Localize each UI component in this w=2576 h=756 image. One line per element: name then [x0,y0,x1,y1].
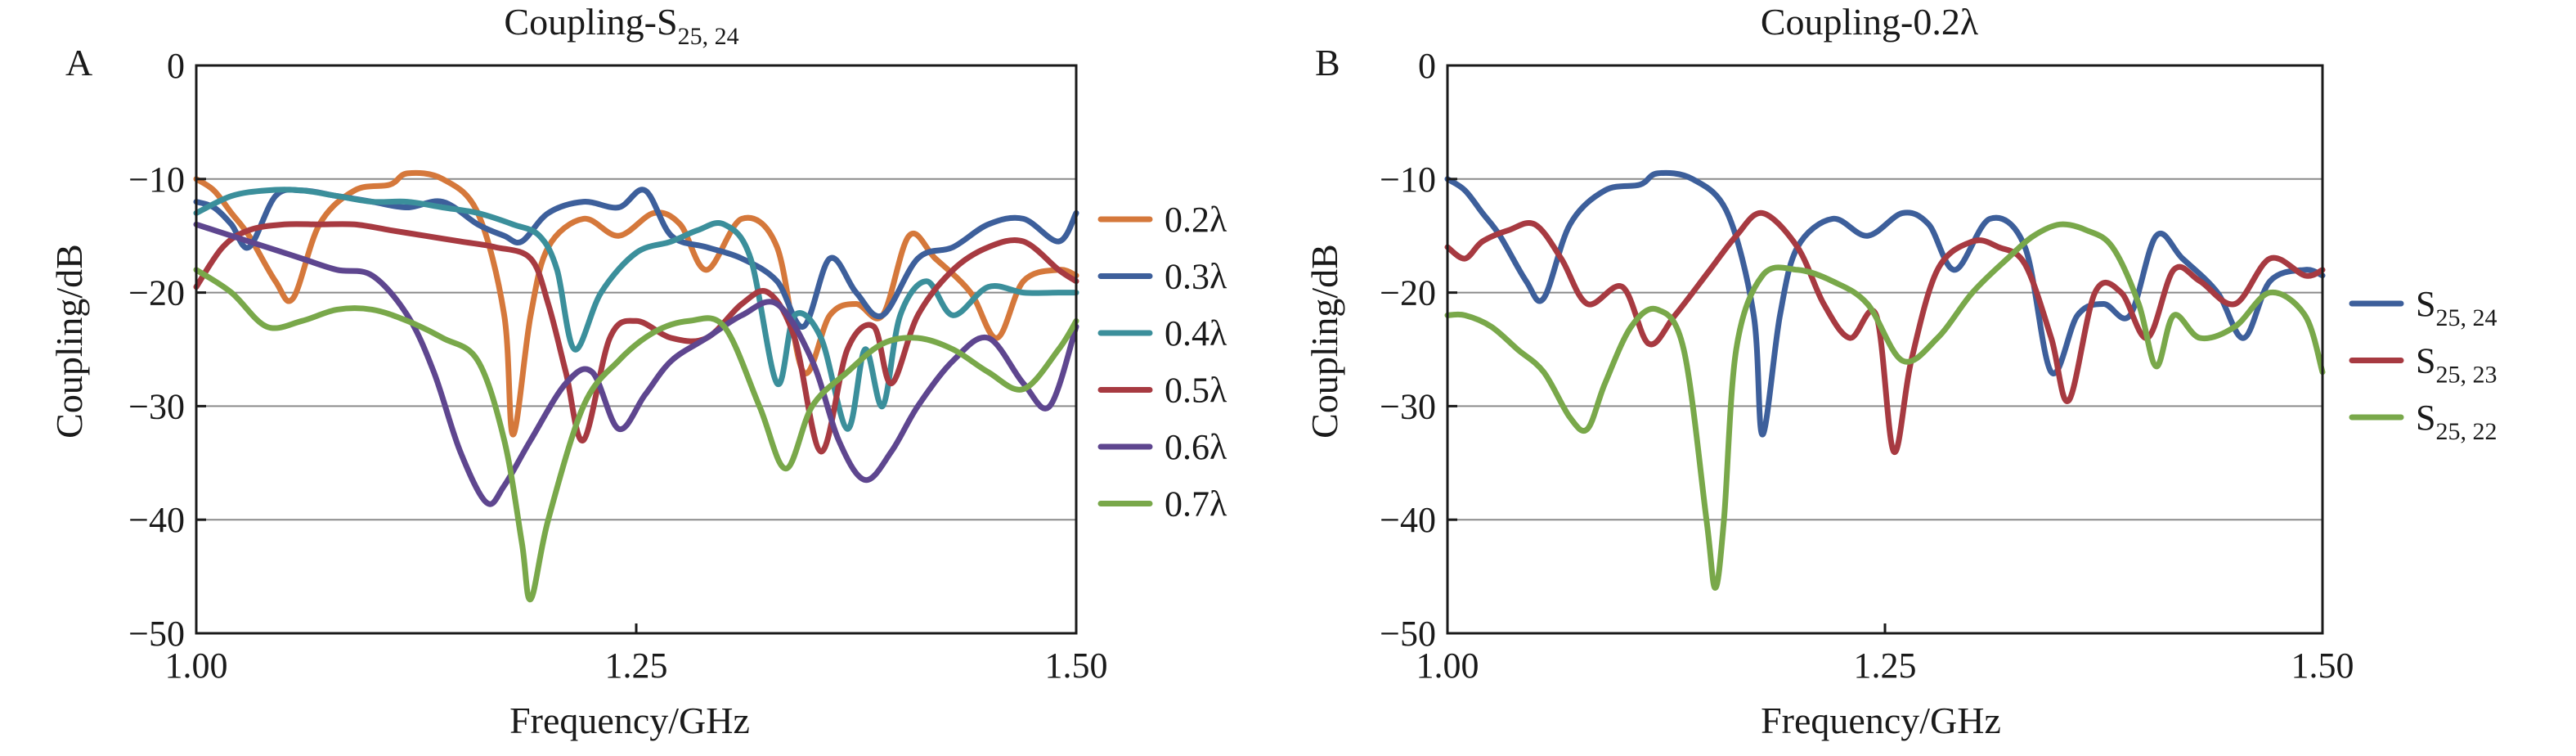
y-tick-label: −10 [1380,160,1436,200]
series-line-1 [193,169,1079,438]
chart-title: Coupling-0.2λ [1761,1,1979,43]
legend-label: 0.2λ [1165,200,1227,240]
x-axis-label: Frequency/GHz [509,700,750,741]
y-tick-label: −30 [1380,386,1436,426]
y-tick-label: −50 [128,614,185,654]
legend: S25, 24 S25, 23 S25, 22 [2349,284,2497,445]
panel-b: B Coupling-0.2λ Frequency/GHz Coupling/d… [1304,1,2497,741]
y-axis-label: Coupling/dB [48,244,90,439]
series-line-5 [193,221,1079,507]
y-tick-label: −40 [128,500,185,540]
panel-label: A [65,42,92,83]
series-line-1 [1444,169,2326,438]
legend-label: 0.3λ [1165,257,1227,297]
x-tick-label: 1.00 [1416,646,1479,686]
y-tick-label: −10 [128,160,185,200]
x-tick-label: 1.00 [165,646,228,686]
series-line-3 [1444,221,2326,591]
x-tick-label: 1.25 [1854,646,1917,686]
plot-frame [1446,64,2324,635]
legend-label: S25, 22 [2416,398,2497,445]
x-tick-label: 1.50 [1045,646,1108,686]
series-line-3 [193,187,1079,432]
x-tick-label: 1.25 [605,646,668,686]
panel-label: B [1315,42,1340,83]
y-tick-label: 0 [167,46,185,86]
series-line-2 [1444,209,2326,455]
legend-label: S25, 23 [2416,341,2497,389]
chart-title: Coupling-S25, 24 [504,1,738,50]
y-axis-label: Coupling/dB [1304,244,1345,439]
series-line-4 [193,221,1079,455]
legend-label: 0.7λ [1165,484,1227,524]
x-axis-label: Frequency/GHz [1761,700,2001,741]
y-tick-label: −20 [1380,273,1436,313]
y-tick-label: −40 [1380,500,1436,540]
series-line-6 [193,267,1079,602]
y-tick-label: 0 [1418,46,1436,86]
legend-label: 0.6λ [1165,427,1227,467]
legend-label: S25, 24 [2416,284,2497,331]
panel-a: A Coupling-S25, 24 Frequency/GHz Couplin… [48,1,1227,741]
legend-label: 0.5λ [1165,371,1227,411]
y-tick-label: −30 [128,386,185,426]
y-tick-label: −20 [128,273,185,313]
plot-frame [195,64,1078,635]
x-tick-label: 1.50 [2291,646,2354,686]
y-tick-label: −50 [1380,614,1436,654]
legend: 0.2λ 0.3λ 0.4λ 0.5λ 0.6λ 0.7λ [1097,200,1227,524]
legend-label: 0.4λ [1165,313,1227,353]
